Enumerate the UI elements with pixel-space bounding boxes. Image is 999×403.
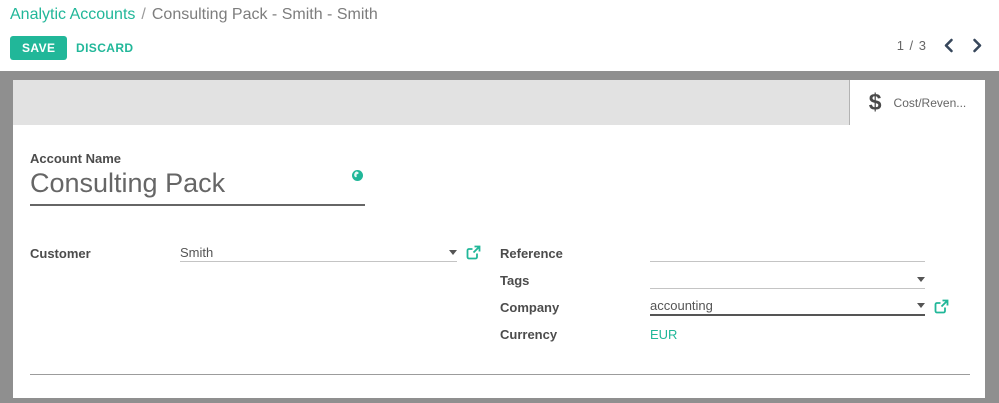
pager: 1 / 3 bbox=[897, 36, 985, 55]
translate-globe-icon[interactable] bbox=[352, 168, 363, 181]
discard-button[interactable]: DISCARD bbox=[70, 36, 139, 60]
pager-previous-icon[interactable] bbox=[941, 36, 956, 55]
tags-field bbox=[650, 270, 925, 289]
reference-input[interactable] bbox=[650, 244, 925, 260]
company-external-link-icon[interactable] bbox=[934, 299, 949, 314]
pager-next-icon[interactable] bbox=[970, 36, 985, 55]
company-field bbox=[650, 297, 925, 316]
currency-label: Currency bbox=[500, 327, 558, 342]
breadcrumb-parent-link[interactable]: Analytic Accounts bbox=[10, 6, 136, 23]
tags-input[interactable] bbox=[650, 271, 911, 287]
reference-field bbox=[650, 243, 925, 262]
breadcrumb: Analytic Accounts / Consulting Pack - Smit… bbox=[10, 6, 378, 24]
tags-label: Tags bbox=[500, 273, 530, 288]
form-sheet: $ Cost/Reven... Account Name Customer bbox=[13, 80, 985, 398]
account-name-label: Account Name bbox=[30, 151, 122, 166]
form-status-band bbox=[13, 80, 985, 125]
pager-value: 1 / 3 bbox=[896, 38, 927, 53]
cost-revenue-label: Cost/Reven... bbox=[893, 95, 967, 110]
customer-external-link-icon[interactable] bbox=[466, 245, 481, 260]
currency-value-link[interactable]: EUR bbox=[650, 327, 678, 342]
content-background: $ Cost/Reven... Account Name Customer bbox=[0, 71, 999, 403]
cost-revenue-button[interactable]: $ Cost/Reven... bbox=[849, 80, 985, 125]
company-label: Company bbox=[500, 300, 560, 315]
tags-dropdown-caret-icon[interactable] bbox=[917, 276, 925, 282]
reference-label: Reference bbox=[500, 246, 563, 261]
breadcrumb-current: Consulting Pack - Smith - Smith bbox=[151, 6, 378, 23]
account-name-input[interactable] bbox=[30, 168, 365, 206]
customer-dropdown-caret-icon[interactable] bbox=[449, 249, 457, 255]
dollar-icon: $ bbox=[868, 89, 882, 115]
customer-label: Customer bbox=[30, 246, 91, 261]
company-input[interactable] bbox=[650, 298, 911, 313]
save-button[interactable]: SAVE bbox=[10, 36, 68, 60]
customer-field bbox=[180, 243, 457, 262]
section-divider bbox=[30, 374, 970, 375]
customer-input[interactable] bbox=[180, 244, 443, 260]
breadcrumb-separator: / bbox=[141, 6, 146, 23]
company-dropdown-caret-icon[interactable] bbox=[917, 303, 925, 308]
